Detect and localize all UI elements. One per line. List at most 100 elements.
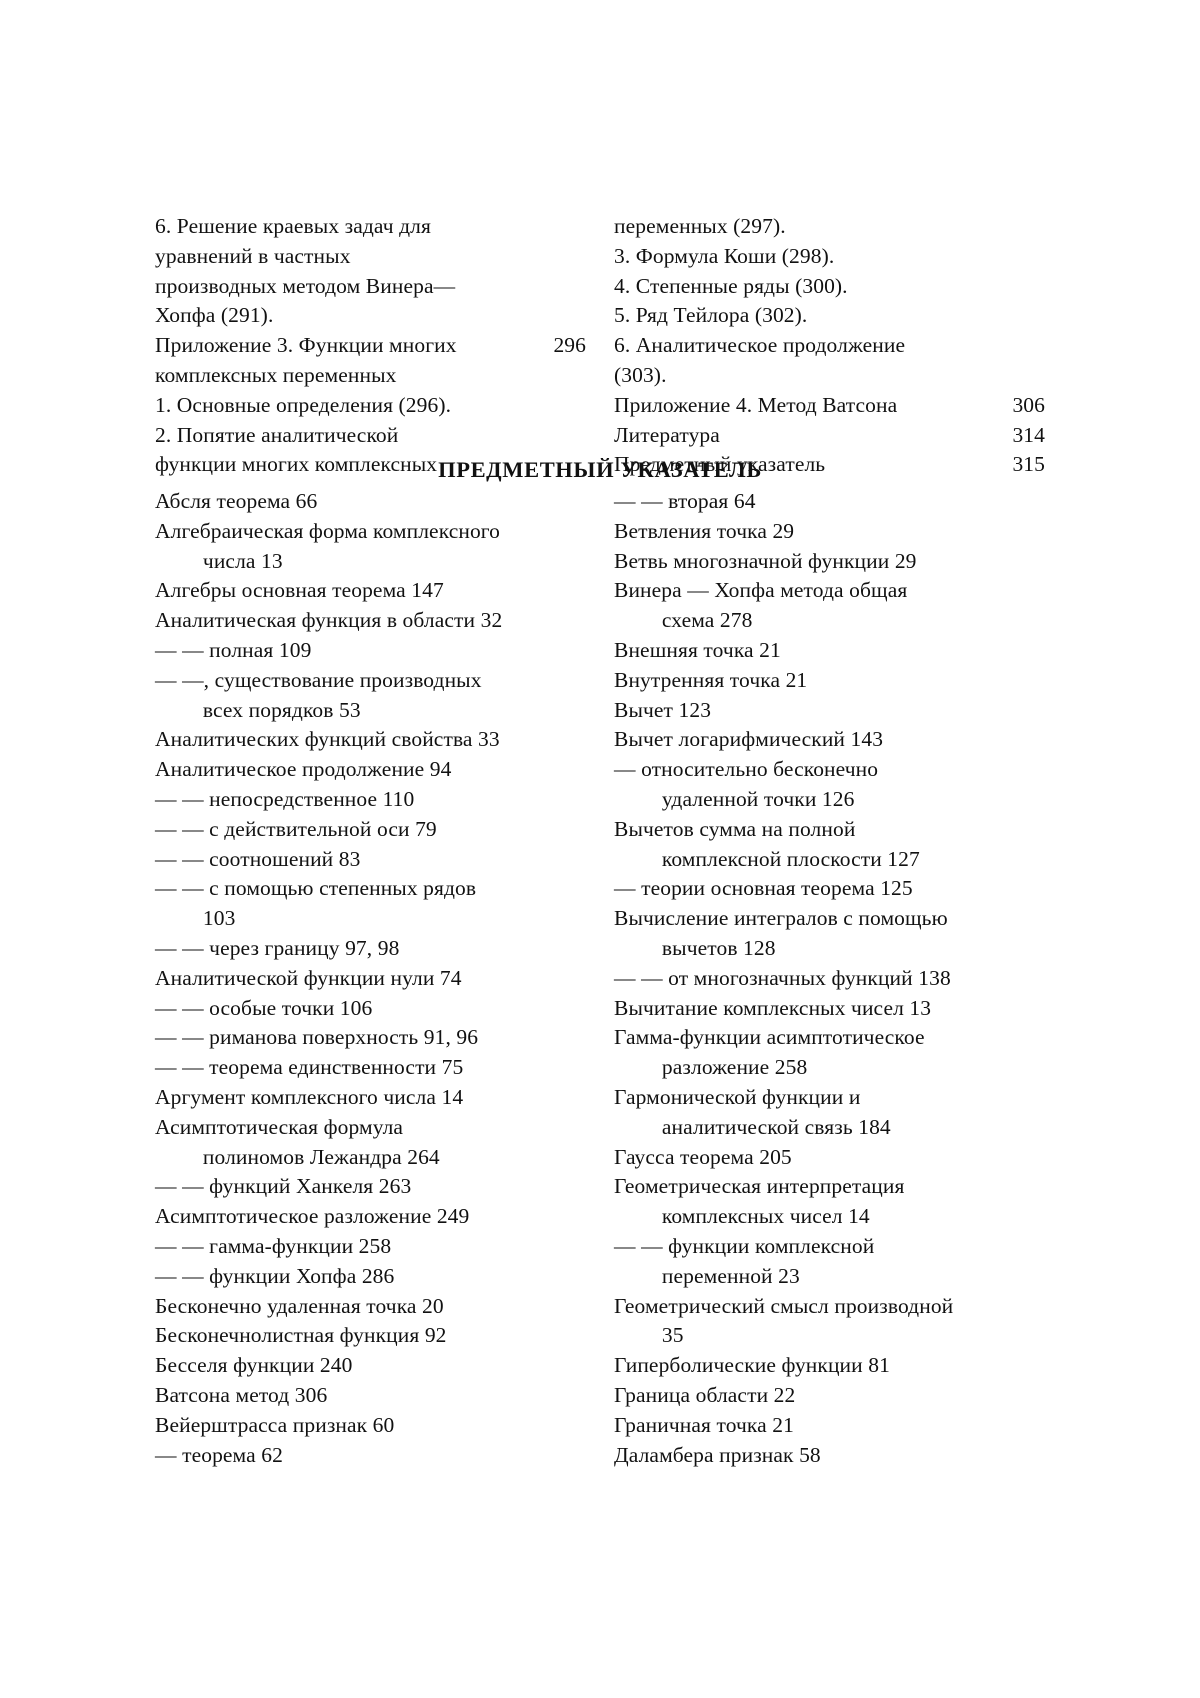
toc-entry-text: 1. Основные определения (296). <box>155 392 452 417</box>
index-entry: — — с помощью степенных рядов 103 <box>155 876 477 931</box>
index-entry: Ветвь многозначной функции 29 <box>614 548 917 573</box>
toc-entry-text: 5. Ряд Тейлора (302). <box>614 303 808 328</box>
index-entry: Вычисление интегралов с помощью вычетов … <box>614 906 948 960</box>
index-entry: Абсля теорема 66 <box>155 489 318 513</box>
toc-entry: Хопфа (291). <box>155 301 586 331</box>
toc-entry-text: 6. Решение краевых задач для <box>155 214 431 238</box>
toc-entry: уравнений в частных <box>155 242 586 272</box>
index-entry: — — с действительной оси 79 <box>155 816 437 841</box>
index-entry: — — соотношений 83 <box>155 846 361 871</box>
toc-entry: (303). <box>614 361 1045 391</box>
index-entry: Аргумент комплексного числа 14 <box>155 1084 464 1109</box>
index-heading: ПРЕДМЕТНЫЙ УКАЗАТЕЛЬ <box>438 457 762 482</box>
index-entry: Вычетов сумма на полной комплексной плос… <box>614 816 920 871</box>
index-entry: — — вторая 64 <box>614 489 756 513</box>
toc-entry-text: Приложение 4. Метод Ватсона <box>614 392 898 417</box>
index-entry: Винера — Хопфа метода общая схема 278 <box>614 578 908 633</box>
index-entry: — относительно бесконечно удаленной точк… <box>614 757 879 811</box>
index-entry: — — полная 109 <box>155 637 312 662</box>
toc-entry-text: 3. Формула Коши (298). <box>614 243 835 268</box>
index-entry: Гармонической функции и аналитической св… <box>614 1084 891 1139</box>
index-entry: Вычет логарифмический 143 <box>614 727 884 752</box>
toc-right-column: переменных (297). 3. Формула Коши (298).… <box>614 212 1045 480</box>
index-entry: Даламбера признак 58 <box>614 1442 821 1467</box>
toc-entry: переменных (297). <box>614 212 1045 242</box>
index-entry: — — через границу 97, 98 <box>155 935 400 960</box>
index-entry: — — от многозначных функций 138 <box>614 965 951 990</box>
toc-entry-page: 306 <box>1012 392 1045 417</box>
toc-entry-text: (303). <box>614 362 667 387</box>
index-right-column: — — вторая 64 Ветвления точка 29 Ветвь м… <box>614 487 1045 1470</box>
index-entry: Геометрический смысл производной 35 <box>614 1293 954 1348</box>
index-entry: — теории основная теорема 125 <box>614 876 913 901</box>
toc-entry-text: комплексных переменных <box>155 362 397 387</box>
index-left-column: Абсля теорема 66 Алгебраическая форма ко… <box>155 487 586 1470</box>
index-entry: — — теорема единственности 75 <box>155 1055 464 1080</box>
index-entry: Геометрическая интерпретация комплексных… <box>614 1174 905 1229</box>
toc-entry-text: 6. Аналитическое продолжение <box>614 333 906 358</box>
index-entry: Вейерштрасса признак 60 <box>155 1412 395 1437</box>
toc-entry-text: Хопфа (291). <box>155 303 274 328</box>
toc-entry-text: 2. Попятие аналитической <box>155 422 399 447</box>
toc-entry: 5. Ряд Тейлора (302). <box>614 301 1045 331</box>
toc-entry: Приложение 3. Функции многих 296 <box>155 331 586 361</box>
toc-entry: 3. Формула Коши (298). <box>614 242 1045 272</box>
toc-entry-text: Приложение 3. Функции многих <box>155 333 457 358</box>
index-entry: — — риманова поверхность 91, 96 <box>155 1025 479 1050</box>
toc-entry: 6. Решение краевых задач для <box>155 212 586 242</box>
table-of-contents: 6. Решение краевых задач для уравнений в… <box>155 212 1045 480</box>
index-entry: Внутренняя точка 21 <box>614 667 808 692</box>
index-entry: Бесселя функции 240 <box>155 1353 353 1378</box>
index-entry: — —, существование производных всех поря… <box>155 667 482 722</box>
toc-entry: 2. Попятие аналитической <box>155 421 586 451</box>
index-entry: Внешняя точка 21 <box>614 637 781 662</box>
toc-entry-text: производных методом Винера— <box>155 273 456 298</box>
toc-entry-page: 315 <box>1012 452 1045 477</box>
index-entry: Асимптотическая формула полиномов Лежанд… <box>155 1114 440 1169</box>
toc-entry-text: Литература <box>614 422 720 447</box>
toc-entry: функции многих комплексных <box>155 450 586 480</box>
index-entry: Гиперболические функции 81 <box>614 1353 890 1378</box>
index-entry: Аналитическая функция в области 32 <box>155 608 503 633</box>
index-entry: Аналитической функции нули 74 <box>155 965 462 990</box>
toc-entry: Приложение 4. Метод Ватсона 306 <box>614 391 1045 421</box>
index-entry: — — непосредственное 110 <box>155 786 415 811</box>
toc-left-column: 6. Решение краевых задач для уравнений в… <box>155 212 586 480</box>
toc-entry: 6. Аналитическое продолжение <box>614 331 1045 361</box>
toc-entry-text: 4. Степенные ряды (300). <box>614 273 848 298</box>
index-entry: Граничная точка 21 <box>614 1412 794 1437</box>
toc-entry-text: уравнений в частных <box>155 243 351 268</box>
index-entry: Аналитических функций свойства 33 <box>155 727 500 752</box>
index-entry: Бесконечно удаленная точка 20 <box>155 1293 444 1318</box>
index-entry: Алгебры основная теорема 147 <box>155 578 444 603</box>
index-entry: Граница области 22 <box>614 1382 796 1407</box>
toc-entry: Предметный указатель 315 <box>614 450 1045 480</box>
index-entry: Аналитическое продолжение 94 <box>155 757 452 782</box>
toc-entry-text: переменных (297). <box>614 214 786 238</box>
index-entry: Вычет 123 <box>614 697 712 722</box>
toc-entry: 4. Степенные ряды (300). <box>614 272 1045 302</box>
index-entry: Асимптотическое разложение 249 <box>155 1204 470 1229</box>
index-entry: — теорема 62 <box>155 1442 283 1467</box>
index-entry: — — функций Ханкеля 263 <box>155 1174 412 1199</box>
index-entry: Гаусса теорема 205 <box>614 1144 792 1169</box>
toc-entry: 1. Основные определения (296). <box>155 391 586 421</box>
toc-entry: комплексных переменных <box>155 361 586 391</box>
index-entry: Бесконечнолистная функция 92 <box>155 1323 447 1348</box>
index-entry: Алгебраическая форма комплексного числа … <box>155 518 501 573</box>
toc-entry: Литература 314 <box>614 421 1045 451</box>
toc-entry: производных методом Винера— <box>155 272 586 302</box>
toc-entry-text: Предметный указатель <box>614 452 826 477</box>
index-entry: Вычитание комплексных чисел 13 <box>614 995 932 1020</box>
index-entry: — — функции Хопфа 286 <box>155 1263 395 1288</box>
index-entry: Ветвления точка 29 <box>614 518 795 543</box>
toc-entry-page: 314 <box>1012 422 1045 447</box>
toc-entry-text: функции многих комплексных <box>155 452 438 477</box>
index-entry: — — функции комплексной переменной 23 <box>614 1233 875 1288</box>
index-entry: Гамма-функции асимптотическое разложение… <box>614 1025 925 1080</box>
subject-index: Абсля теорема 66 Алгебраическая форма ко… <box>155 487 1045 1470</box>
index-entry: Ватсона метод 306 <box>155 1382 328 1407</box>
toc-entry-page: 296 <box>553 333 586 358</box>
index-entry: — — особые точки 106 <box>155 995 373 1020</box>
